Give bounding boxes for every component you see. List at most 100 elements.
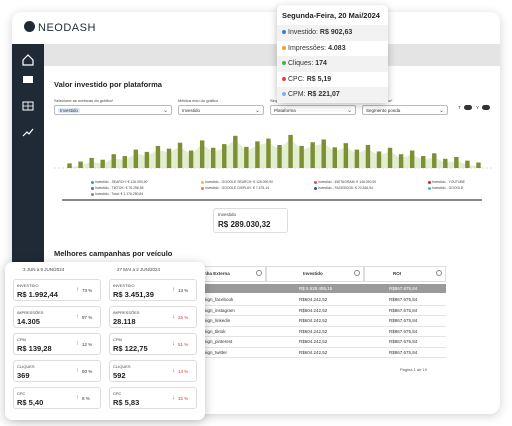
- change-arrow: ↓: [172, 395, 175, 401]
- metric-label: CPM: [17, 337, 26, 342]
- logo: NEODASH: [24, 21, 96, 34]
- table-cell: R$867.675,84: [389, 349, 418, 355]
- tooltip-row: Investido: R$ 902,63: [277, 25, 388, 41]
- bar: [100, 159, 105, 168]
- select-caret: ⌄: [438, 108, 444, 114]
- filter-select[interactable]: Plataforma ⌄: [270, 105, 356, 115]
- bar: [222, 144, 227, 168]
- filter-select[interactable]: Investido ⌄: [178, 105, 264, 115]
- scrollbar: [62, 199, 482, 201]
- table-header-cell: [266, 266, 364, 282]
- bar: [277, 145, 282, 168]
- change-value: 32 %: [178, 396, 189, 401]
- metric-value: R$ 5,40: [17, 398, 44, 407]
- tooltip-value: 4.083: [328, 44, 346, 52]
- table-header-cell: [364, 266, 446, 282]
- metric-card: CPC R$ 5,40 ↑ 8 %: [13, 387, 101, 409]
- metric-label: IMPRESSÕES: [113, 310, 140, 315]
- summary-label: Investido: [218, 212, 237, 217]
- toggle-label: Y: [476, 105, 480, 110]
- select-value: Plataforma: [274, 108, 296, 113]
- tooltip-dot: [282, 30, 286, 34]
- metric-value: R$ 139,28: [17, 344, 52, 353]
- select-value: Investido: [182, 108, 201, 113]
- metric-value: R$ 122,75: [113, 344, 148, 353]
- tooltip: Segunda-Feira, 20 Mai/2024 Investido: R$ …: [277, 5, 388, 103]
- table-cell: R$867.675,84: [389, 339, 418, 344]
- bar: [398, 154, 404, 168]
- comparison-panel: 3 JUN a 9 JUN/2024 27 MAI a 2 JUN/2024 INV…: [5, 262, 205, 420]
- bar: [365, 145, 371, 168]
- change-value: 12 %: [82, 342, 93, 347]
- legend-label: Investido - TIKTOK: € 76.296,55: [95, 186, 144, 190]
- table-cell: R$604.242,52: [299, 349, 328, 355]
- toggle[interactable]: [464, 105, 472, 110]
- table-row: [202, 316, 446, 327]
- metric-card: IMPRESSÕES 28.118 ↓ 25 %: [109, 306, 197, 328]
- toggle[interactable]: [482, 105, 490, 110]
- change-value: 73 %: [82, 288, 93, 293]
- metric-value: 369: [17, 371, 30, 380]
- bar: [310, 142, 315, 168]
- bar: [177, 142, 183, 168]
- home-icon[interactable]: [22, 54, 34, 66]
- tooltip-label: Investido:: [288, 29, 318, 36]
- change-value: 80 %: [82, 369, 93, 374]
- bar: [89, 157, 94, 168]
- change-arrow: ↓: [172, 368, 175, 374]
- bar: [199, 140, 205, 168]
- tooltip-dot: [282, 45, 286, 50]
- metric-card: CLIQUES 369 ↑ 80 %: [13, 360, 101, 382]
- table-cell: aign_linkedin: [204, 318, 231, 323]
- table-cell: R$867.675,84: [389, 307, 418, 313]
- table-row: [202, 295, 446, 306]
- legend-dot: [201, 187, 204, 190]
- change-value: 51 %: [178, 342, 189, 347]
- change-value: 97 %: [82, 315, 93, 320]
- table-cell: R$867.675,84: [389, 328, 418, 334]
- bar: [443, 158, 448, 168]
- section-title: Melhores campanhas por veículo: [54, 249, 173, 258]
- summary-card: Investido R$ 289.030,32: [213, 208, 288, 233]
- table-total-row: [202, 284, 446, 293]
- tooltip-label: CPC:: [288, 75, 305, 83]
- metric-card: INVESTIDO R$ 3.451,39 ↑ 13 %: [109, 279, 197, 301]
- period-label: 3 JUN a 9 JUN/2024: [23, 267, 65, 272]
- legend-dot: [91, 181, 94, 184]
- change-value: 8 %: [82, 396, 90, 401]
- tooltip-label: Impressões:: [288, 44, 327, 52]
- change-arrow: ↓: [172, 341, 175, 347]
- bar: [421, 156, 426, 168]
- bar: [211, 147, 216, 168]
- legend-dot: [201, 181, 204, 184]
- trend-icon[interactable]: [22, 128, 34, 137]
- tooltip-date: Segunda-Feira, 20 Mai/2024: [282, 11, 380, 20]
- toggle-label: T: [458, 105, 461, 110]
- info-icon[interactable]: [354, 270, 360, 276]
- change-value: 14 %: [178, 369, 189, 374]
- change-arrow: ↑: [172, 287, 175, 293]
- info-icon[interactable]: [256, 270, 262, 276]
- metric-card: INVESTIDO R$ 1.992,44 ↑ 73 %: [13, 279, 101, 301]
- filter-select[interactable]: Investido ⌄: [54, 105, 172, 115]
- metric-value: R$ 1.992,44: [17, 290, 58, 299]
- bar: [432, 153, 437, 168]
- select-caret: ⌄: [346, 108, 352, 114]
- tooltip-row: Cliques: 174: [277, 56, 388, 72]
- table-cell: aign_instagram: [204, 307, 235, 313]
- tooltip-label: CPM:: [288, 91, 306, 98]
- table-cell: aign_pinterest: [204, 339, 233, 344]
- monitor-icon[interactable]: [23, 76, 33, 83]
- metric-label: INVESTIDO: [17, 283, 39, 288]
- bar: [354, 149, 360, 168]
- info-icon[interactable]: [436, 270, 442, 276]
- table-header: Investido: [303, 271, 323, 276]
- tooltip-value: 174: [315, 60, 327, 67]
- tooltip-dot: [282, 92, 286, 96]
- bar: [343, 143, 349, 168]
- legend-label: Investido - GOOGLE: [432, 186, 464, 190]
- metric-value: 14.305: [17, 317, 40, 326]
- filter-select[interactable]: Segmento ponda ⌄: [362, 105, 448, 115]
- table-cell: aign_twitter: [204, 349, 228, 355]
